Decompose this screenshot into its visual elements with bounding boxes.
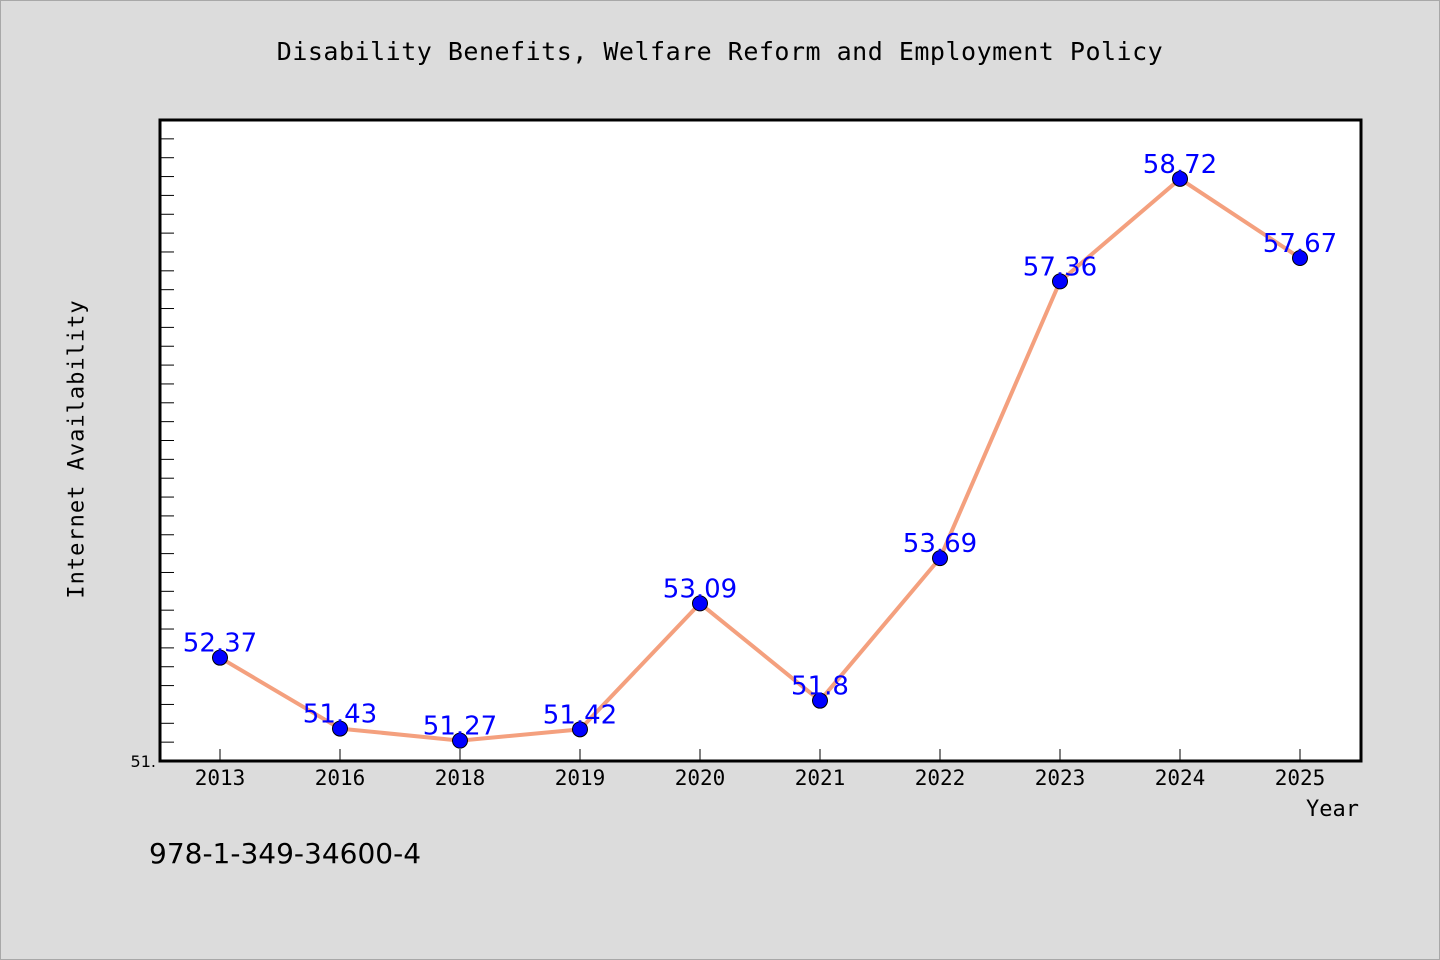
data-label: 51.8: [791, 672, 849, 702]
x-tick-label: 2016: [315, 766, 366, 790]
data-point: [332, 720, 348, 737]
data-point: [692, 595, 708, 612]
x-tick-label: 2020: [675, 766, 726, 790]
chart-title: Disability Benefits, Welfare Reform and …: [276, 37, 1164, 66]
x-tick-label: 2018: [435, 766, 486, 790]
data-point: [1052, 273, 1068, 290]
data-label: 51.42: [543, 700, 617, 730]
data-label: 58.72: [1143, 150, 1217, 180]
data-point: [932, 550, 948, 567]
data-point: [452, 732, 468, 749]
data-label: 53.09: [663, 574, 737, 604]
series-line: [218, 176, 1302, 743]
data-point: [1292, 250, 1308, 267]
data-label: 53.69: [903, 529, 977, 559]
data-label: 52.37: [183, 629, 257, 659]
x-tick-label: 2023: [1035, 766, 1086, 790]
data-point: [212, 649, 228, 666]
isbn-text: 978-1-349-34600-4: [149, 837, 422, 870]
data-label: 51.27: [423, 712, 497, 742]
plot-background: [160, 120, 1361, 761]
x-axis-label: Year: [1306, 797, 1359, 822]
x-tick-label: 2022: [915, 766, 966, 790]
data-point: [572, 721, 588, 738]
x-tick-label: 2024: [1155, 766, 1206, 790]
data-point: [1172, 170, 1188, 187]
data-point: [812, 692, 828, 709]
data-label: 57.36: [1023, 252, 1097, 282]
data-label: 57.67: [1263, 229, 1337, 259]
plot-frame: [158, 118, 1363, 763]
x-tick-label: 2025: [1275, 766, 1326, 790]
x-tick-label: 2021: [795, 766, 846, 790]
x-tick-label: 2019: [555, 766, 606, 790]
data-label: 51.43: [303, 700, 377, 730]
y-tick-label: 51.: [131, 752, 156, 771]
x-tick-label: 2013: [195, 766, 246, 790]
